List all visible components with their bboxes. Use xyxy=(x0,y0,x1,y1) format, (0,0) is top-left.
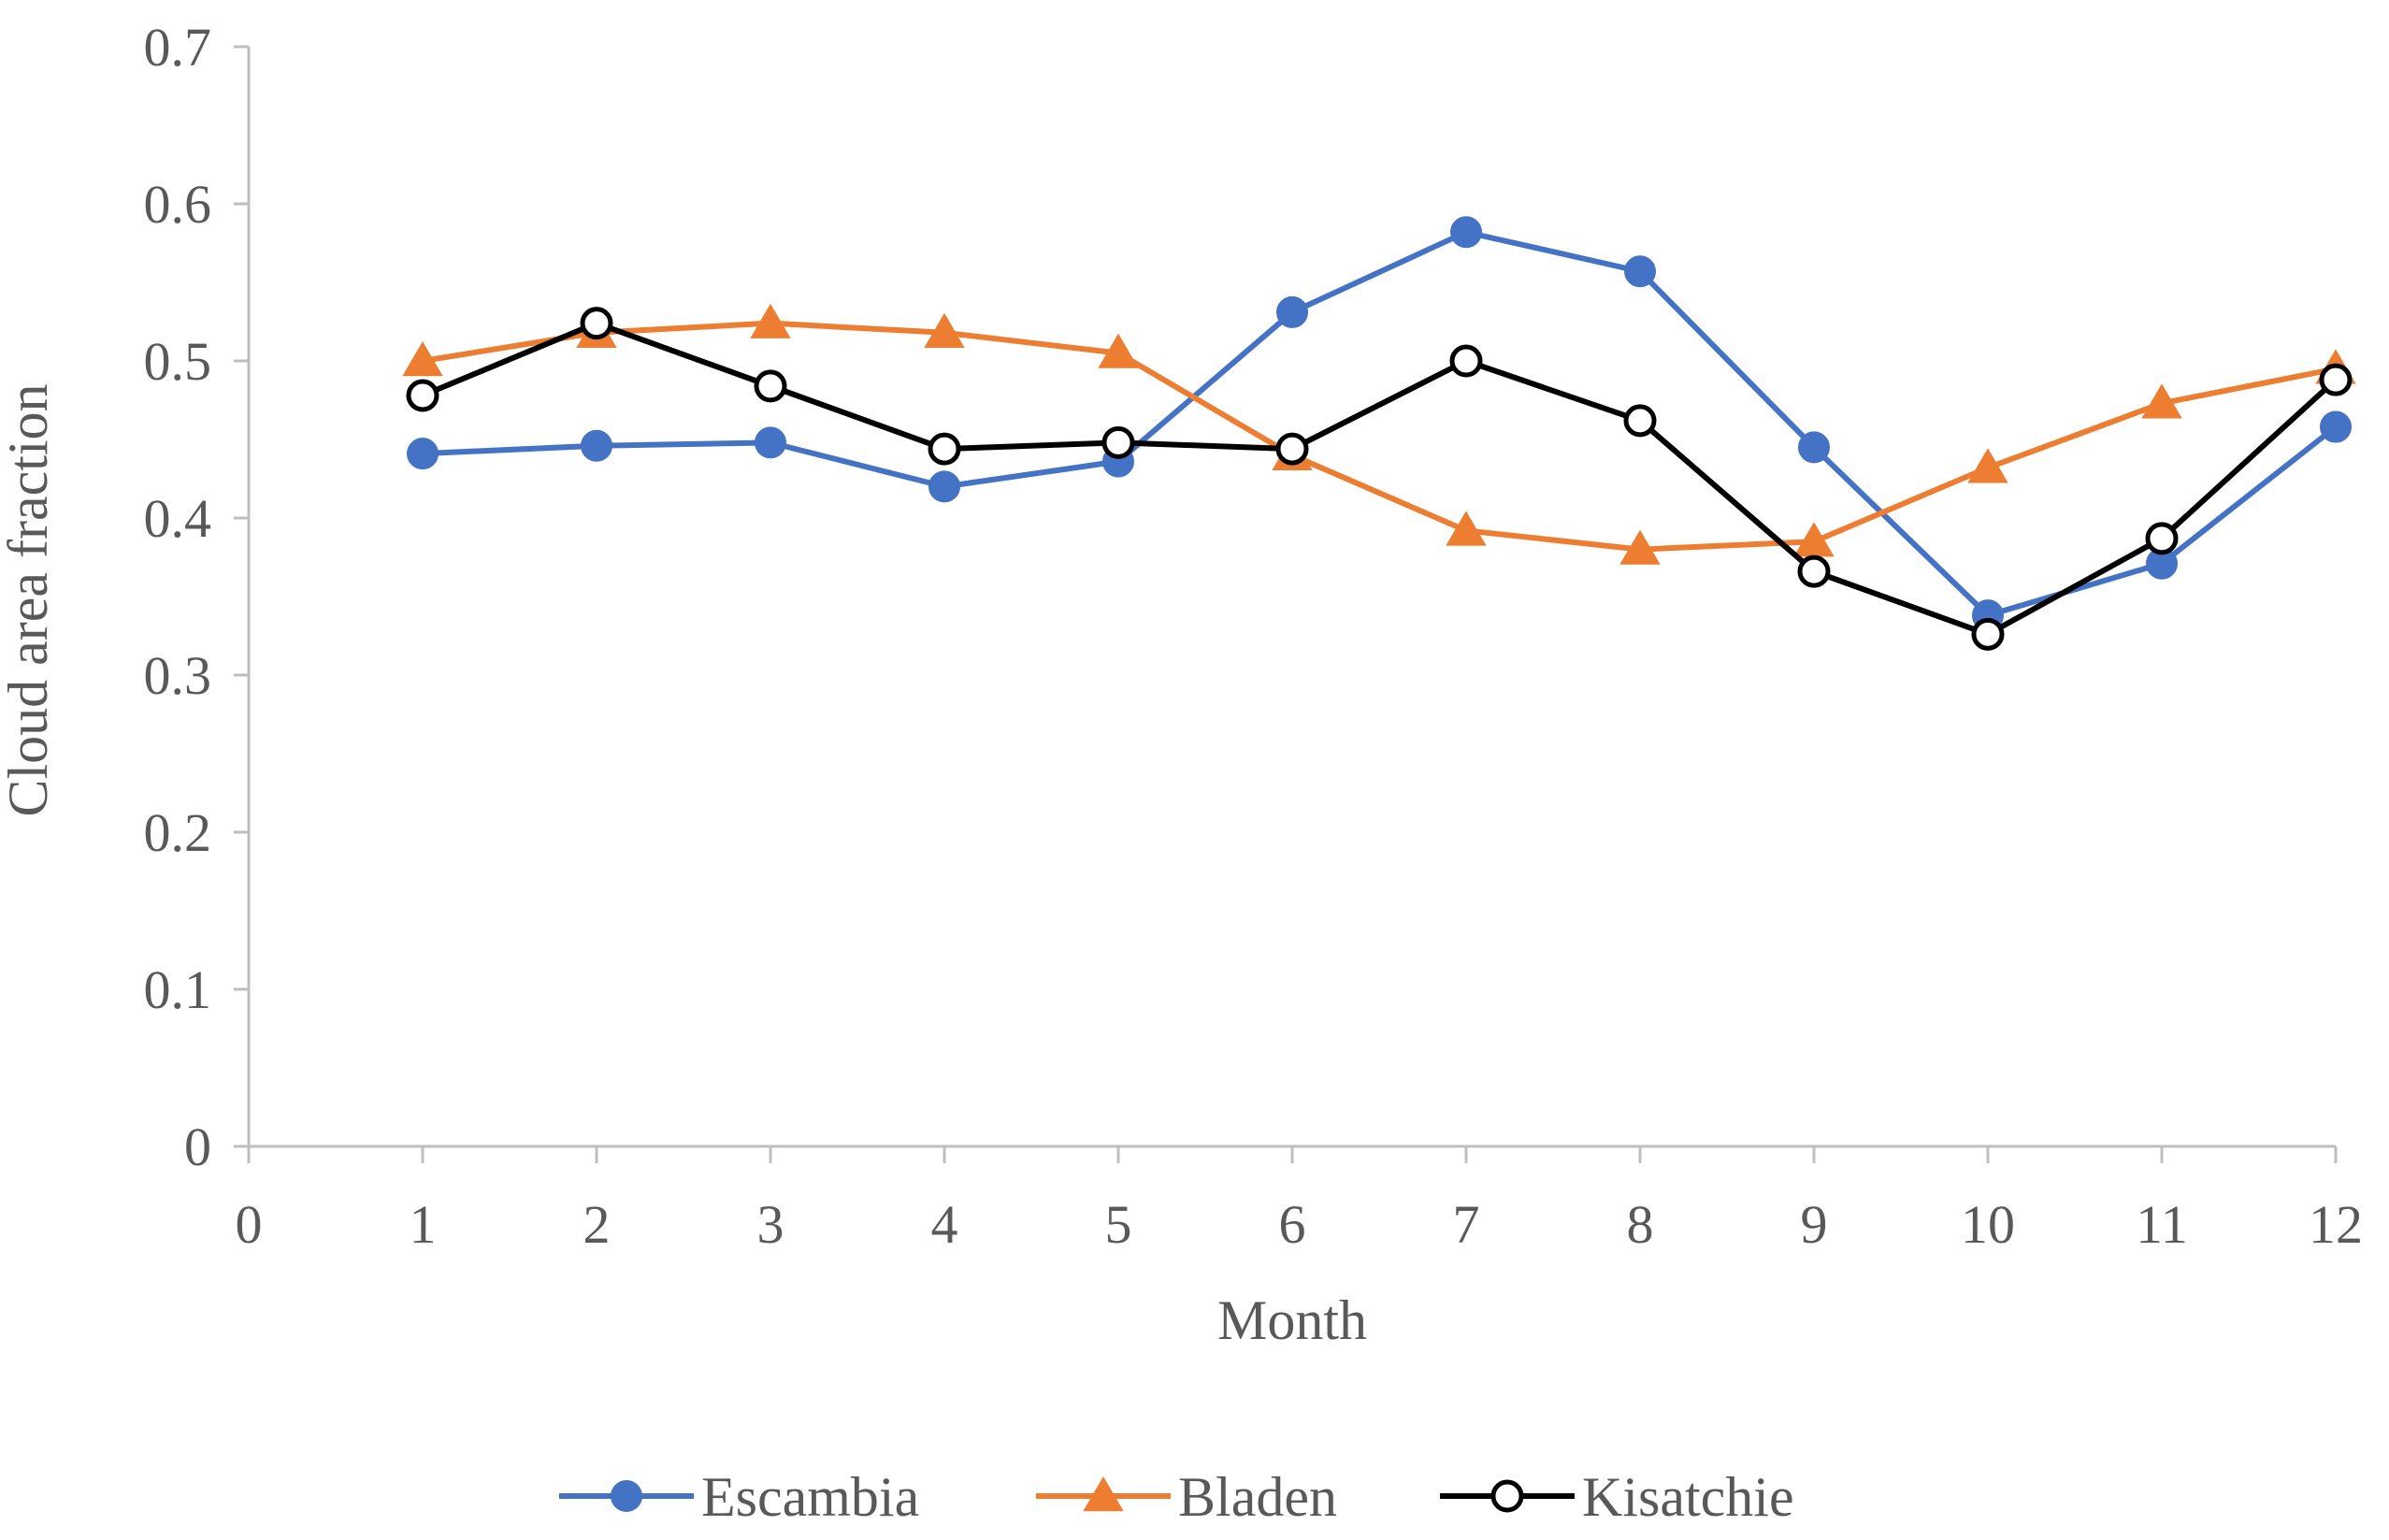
y-tick-label: 0.6 xyxy=(144,174,212,235)
data-point xyxy=(754,369,787,403)
data-point xyxy=(402,341,443,377)
legend-marker xyxy=(1490,1479,1524,1513)
data-point xyxy=(1446,511,1487,546)
data-point xyxy=(1798,431,1830,464)
series-bladen xyxy=(402,303,2356,565)
data-point xyxy=(581,429,612,462)
data-point xyxy=(1623,404,1657,438)
data-point xyxy=(1797,554,1831,588)
data-point xyxy=(406,379,439,412)
data-point xyxy=(1971,617,2005,651)
series-kisatchie xyxy=(406,307,2353,651)
data-point xyxy=(1450,216,1482,249)
data-point xyxy=(2319,363,2353,396)
data-point xyxy=(580,307,613,340)
y-tick-label: 0.1 xyxy=(144,959,212,1020)
y-tick-label: 0.5 xyxy=(144,331,212,392)
series-line xyxy=(421,320,2339,638)
data-point xyxy=(1276,295,1308,328)
y-axis: 0 0.1 0.2 0.3 0.4 0.5 0.6 0.7 xyxy=(144,17,251,1177)
legend-label: Kisatchie xyxy=(1582,1466,1794,1528)
x-tick-label: 11 xyxy=(2136,1194,2188,1255)
y-tick-label: 0.3 xyxy=(144,645,212,706)
x-tick-label: 12 xyxy=(2309,1194,2363,1255)
data-point xyxy=(1098,333,1139,368)
y-tick-label: 0 xyxy=(184,1116,211,1177)
plot-area xyxy=(402,216,2356,651)
data-point xyxy=(1967,448,2008,483)
x-tick-label: 10 xyxy=(1961,1194,2015,1255)
series-line xyxy=(422,229,2338,619)
x-axis-title: Month xyxy=(1217,1289,1367,1351)
legend-item-bladen: Bladen xyxy=(1036,1466,1337,1528)
y-tick-label: 0.4 xyxy=(144,488,212,549)
legend-marker xyxy=(1083,1476,1124,1512)
legend-label: Escambia xyxy=(701,1466,919,1528)
y-tick-label: 0.7 xyxy=(144,17,212,78)
series-escambia xyxy=(407,216,2352,632)
data-point xyxy=(407,438,439,470)
x-tick-label: 8 xyxy=(1627,1194,1654,1255)
x-tick-label: 2 xyxy=(583,1194,611,1255)
y-axis-title: Cloud area fraction xyxy=(0,383,59,816)
series-line xyxy=(422,320,2337,553)
data-point xyxy=(2145,522,2179,555)
x-tick-label: 0 xyxy=(236,1194,263,1255)
data-point xyxy=(928,432,961,466)
data-point xyxy=(1624,255,1656,288)
x-tick-label: 5 xyxy=(1105,1194,1132,1255)
data-point xyxy=(924,312,965,348)
data-point xyxy=(1619,529,1661,565)
legend-marker xyxy=(611,1480,642,1512)
x-tick-label: 7 xyxy=(1453,1194,1480,1255)
x-tick-label: 4 xyxy=(931,1194,958,1255)
y-tick-label: 0.2 xyxy=(144,802,212,863)
legend: Escambia Bladen Kisatchie xyxy=(559,1466,1794,1528)
data-point xyxy=(2320,410,2352,443)
data-point xyxy=(2141,383,2182,419)
data-point xyxy=(928,470,960,503)
x-tick-label: 9 xyxy=(1801,1194,1828,1255)
x-tick-label: 6 xyxy=(1279,1194,1306,1255)
data-point xyxy=(750,303,791,338)
data-point xyxy=(755,426,786,459)
data-point xyxy=(1101,425,1135,459)
legend-item-kisatchie: Kisatchie xyxy=(1440,1466,1794,1528)
data-point xyxy=(1275,432,1309,466)
data-point xyxy=(1449,344,1483,378)
x-axis: 0 1 2 3 4 5 6 7 8 9 10 11 12 xyxy=(236,1144,2363,1255)
x-tick-label: 1 xyxy=(410,1194,437,1255)
legend-label: Bladen xyxy=(1178,1466,1337,1528)
x-tick-label: 3 xyxy=(757,1194,784,1255)
legend-item-escambia: Escambia xyxy=(559,1466,919,1528)
